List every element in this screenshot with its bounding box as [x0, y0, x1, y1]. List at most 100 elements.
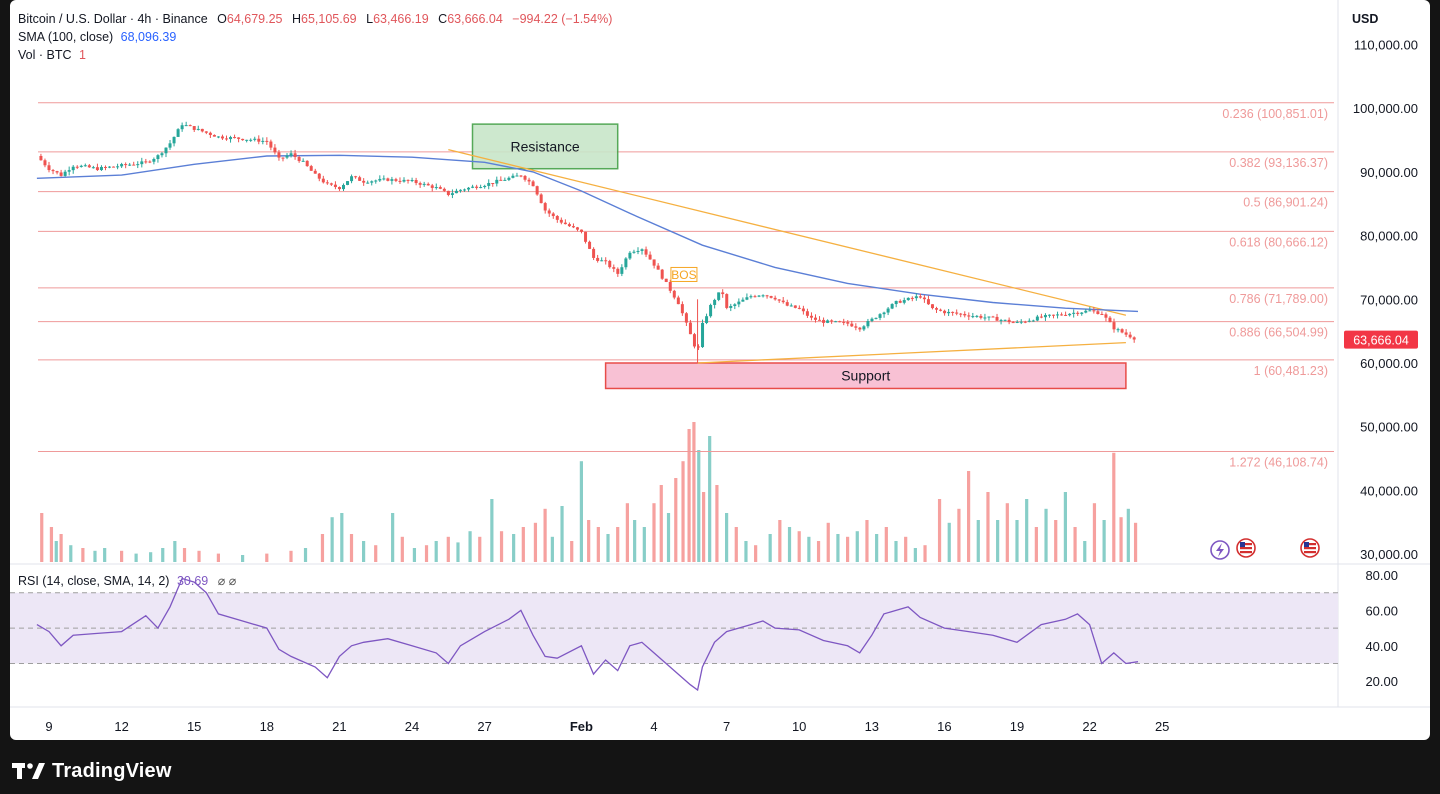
candle	[144, 158, 148, 164]
candle-body	[374, 180, 378, 182]
candle-body	[442, 188, 446, 191]
candle	[652, 259, 656, 269]
candle-body	[261, 140, 265, 142]
volume-bar	[865, 520, 869, 562]
low-label: L	[366, 12, 374, 26]
time-tick-label: 4	[650, 719, 657, 734]
candle-body	[43, 160, 47, 166]
candle	[220, 134, 224, 141]
candle	[967, 312, 971, 321]
chart-frame: 0.236 (100,851.01) 0.382 (93,136.37) 0.5 (…	[10, 0, 1430, 740]
candle-body	[438, 187, 442, 189]
candle-body	[854, 326, 858, 328]
candle	[1116, 327, 1120, 333]
candle-body	[604, 260, 608, 262]
symbol-title: Bitcoin / U.S. Dollar · 4h · Binance	[18, 12, 208, 26]
candle	[648, 251, 652, 260]
chart-canvas[interactable]: 0.236 (100,851.01) 0.382 (93,136.37) 0.5 (…	[10, 0, 1430, 740]
trendline-2	[697, 341, 1126, 364]
candle-body	[648, 254, 652, 260]
candle	[406, 179, 410, 184]
candle	[838, 320, 842, 323]
candle-body	[370, 181, 374, 183]
candle	[801, 305, 805, 315]
candle-body	[539, 194, 543, 204]
candle	[67, 166, 71, 176]
volume-bar	[904, 536, 908, 562]
time-tick-label: 10	[792, 719, 806, 734]
candle-body	[608, 260, 612, 268]
candle	[624, 257, 628, 270]
candle-body	[878, 314, 882, 318]
candle	[164, 147, 168, 158]
volume-bar	[687, 429, 691, 562]
candle-body	[1043, 315, 1047, 318]
candle-body	[269, 141, 273, 148]
candle	[47, 161, 51, 173]
candle-body	[999, 320, 1003, 322]
candle	[684, 312, 688, 327]
candle-body	[103, 166, 107, 168]
candle	[289, 150, 293, 158]
volume-bar	[434, 541, 438, 562]
candle-body	[922, 297, 926, 300]
rsi-visibility-icons[interactable]: ⌀ ⌀	[217, 574, 237, 588]
candle	[882, 311, 886, 318]
candle-body	[479, 187, 483, 189]
rsi-band	[10, 592, 1338, 664]
candle	[446, 190, 450, 197]
candle-body	[789, 305, 793, 307]
candle	[1132, 336, 1136, 343]
candle	[1096, 308, 1100, 315]
volume-bar	[161, 548, 165, 562]
candle-body	[410, 180, 414, 182]
sma-legend[interactable]: SMA (100, close) 68,096.39	[18, 30, 176, 44]
volume-bar	[478, 536, 482, 562]
candle	[120, 162, 124, 169]
candle	[350, 174, 354, 184]
candle-body	[511, 175, 515, 178]
fib-label-1: 1 (60,481.23)	[1254, 364, 1328, 378]
candle-body	[108, 166, 112, 168]
candle	[172, 136, 176, 147]
volume-bar	[289, 550, 293, 562]
vol-label: Vol · BTC	[18, 48, 72, 62]
volume-bar	[1044, 508, 1048, 562]
candle	[955, 309, 959, 316]
volume-bar	[320, 534, 325, 562]
candle	[442, 187, 446, 192]
price-tick-label: 50,000.00	[1360, 420, 1418, 435]
trendline-1	[448, 148, 1127, 316]
candle	[991, 315, 995, 318]
candle-body	[200, 128, 204, 132]
candle	[1019, 319, 1023, 325]
candle-body	[592, 248, 596, 258]
time-tick-label: 22	[1082, 719, 1096, 734]
volume-bar	[521, 527, 525, 562]
candle-body	[1007, 319, 1011, 323]
volume-legend[interactable]: Vol · BTC 1	[18, 48, 86, 62]
candle-body	[507, 177, 511, 180]
candle	[668, 279, 672, 294]
volume-bars	[40, 422, 1138, 562]
candle-body	[136, 164, 140, 166]
rsi-legend[interactable]: RSI (14, close, SMA, 14, 2) 30.69 ⌀ ⌀	[18, 573, 236, 588]
currency-label[interactable]: USD	[1352, 12, 1379, 26]
candle	[523, 174, 527, 182]
candle	[337, 186, 341, 191]
volume-bar	[884, 527, 888, 562]
time-tick-label: 15	[187, 719, 201, 734]
volume-bar	[412, 548, 417, 562]
candle-body	[886, 308, 890, 313]
candle	[769, 295, 773, 299]
candle	[826, 319, 830, 324]
candle-body	[632, 251, 636, 253]
candle	[1100, 311, 1104, 316]
time-tick-label: 13	[865, 719, 879, 734]
candle	[535, 185, 539, 196]
price-axis: 110,000.00 100,000.00 90,000.00 80,000.00 70…	[1353, 38, 1418, 563]
candle-body	[696, 346, 700, 348]
volume-bar	[587, 520, 591, 562]
price-tick-label: 100,000.00	[1353, 101, 1418, 116]
candle	[249, 138, 253, 142]
